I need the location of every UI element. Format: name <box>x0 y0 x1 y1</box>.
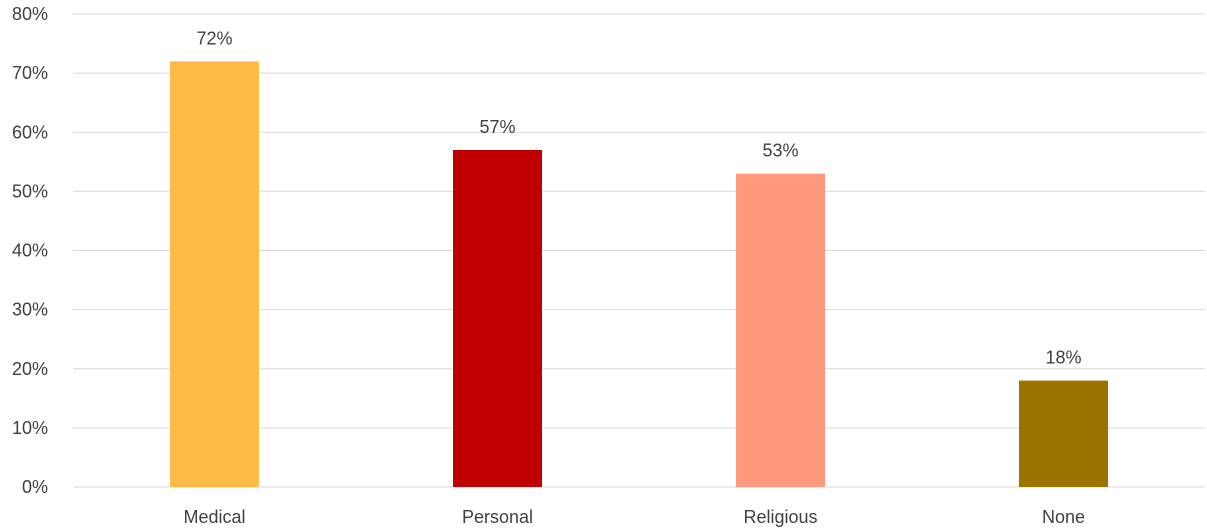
y-tick-label: 70% <box>12 63 48 83</box>
data-label: 18% <box>1045 348 1081 368</box>
data-label: 57% <box>479 117 515 137</box>
y-tick-label: 60% <box>12 122 48 142</box>
bar-medical <box>170 61 259 488</box>
y-tick-label: 10% <box>12 418 48 438</box>
x-category-label: Personal <box>462 507 533 527</box>
y-tick-label: 0% <box>22 477 48 497</box>
y-tick-label: 50% <box>12 181 48 201</box>
y-tick-label: 30% <box>12 300 48 320</box>
y-tick-label: 20% <box>12 359 48 379</box>
y-tick-label: 80% <box>12 4 48 24</box>
bars <box>170 61 1108 488</box>
y-tick-label: 40% <box>12 241 48 261</box>
x-category-label: Medical <box>183 507 245 527</box>
x-axis-category-labels: Medical Personal Religious None <box>183 507 1085 527</box>
data-label: 53% <box>762 141 798 161</box>
x-category-label: Religious <box>743 507 817 527</box>
y-axis-tick-labels: 0% 10% 20% 30% 40% 50% 60% 70% 80% <box>12 4 48 497</box>
data-labels: 72% 57% 53% 18% <box>196 28 1081 367</box>
gridlines <box>73 13 1205 488</box>
data-label: 72% <box>196 28 232 48</box>
bar-personal <box>453 149 542 488</box>
bar-none <box>1019 380 1108 487</box>
bar-religious <box>736 173 825 487</box>
x-category-label: None <box>1042 507 1085 527</box>
